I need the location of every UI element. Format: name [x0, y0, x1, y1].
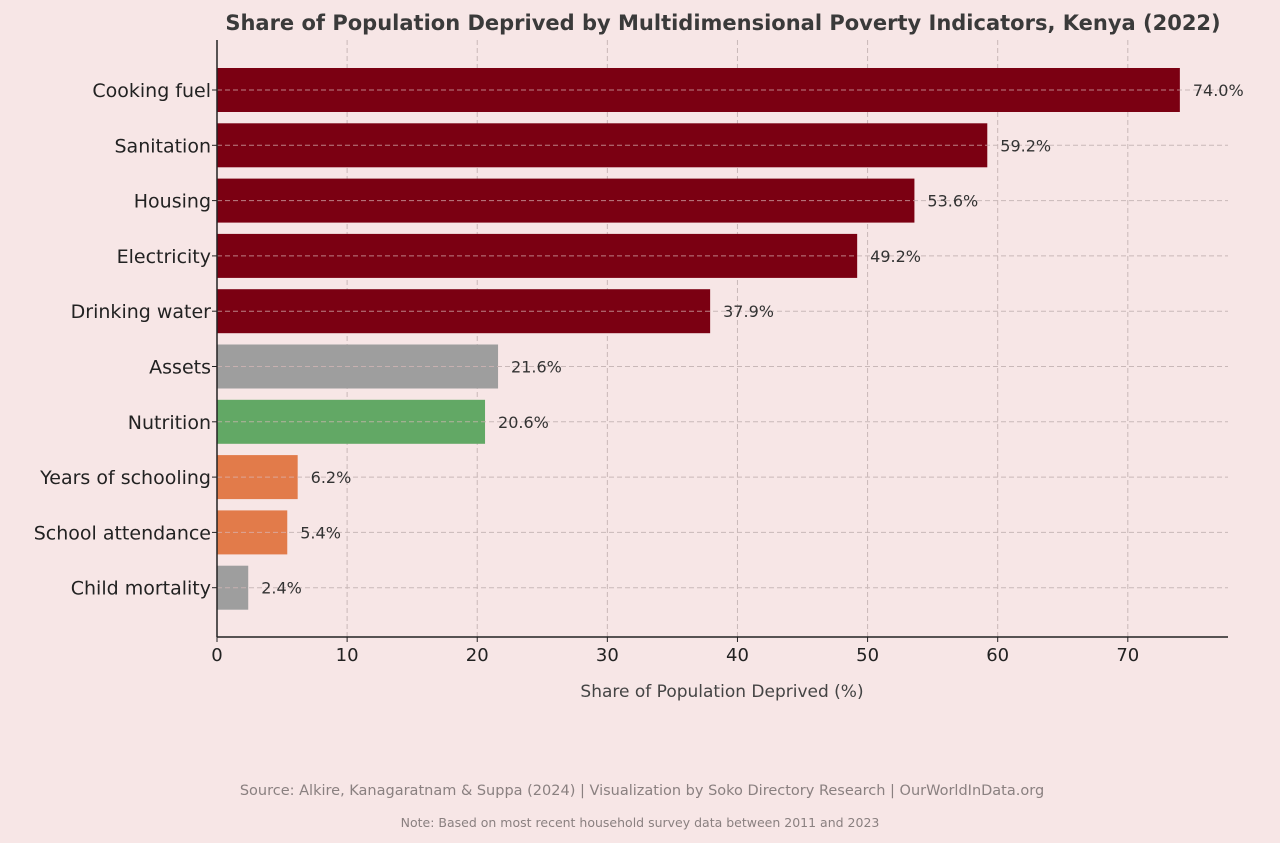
- y-tick-label: Cooking fuel: [92, 80, 211, 102]
- x-tick-label: 60: [986, 645, 1009, 666]
- y-axis-ticks: Cooking fuel Sanitation Housing Electricity…: [34, 80, 217, 600]
- x-tick-label: 0: [211, 645, 222, 666]
- y-tick-label: Child mortality: [71, 578, 211, 600]
- y-tick-label: Nutrition: [128, 412, 211, 434]
- bars: [217, 68, 1180, 610]
- y-tick-label: Drinking water: [71, 301, 212, 323]
- data-label: 74.0%: [1193, 81, 1244, 100]
- y-tick-label: Housing: [134, 191, 211, 213]
- x-axis-label: Share of Population Deprived (%): [580, 682, 863, 702]
- source-caption: Source: Alkire, Kanagaratnam & Suppa (20…: [239, 783, 1045, 799]
- data-label: 2.4%: [261, 579, 302, 598]
- x-tick-label: 50: [856, 645, 879, 666]
- data-label: 6.2%: [311, 468, 352, 487]
- y-tick-label: School attendance: [34, 522, 211, 544]
- data-label: 53.6%: [927, 192, 978, 211]
- data-label: 5.4%: [300, 523, 341, 542]
- data-label: 20.6%: [498, 413, 549, 432]
- y-tick-label: Assets: [149, 357, 211, 379]
- x-tick-label: 30: [596, 645, 619, 666]
- x-axis-ticks: 0 10 20 30 40 50 60 70: [211, 637, 1139, 666]
- note-caption: Note: Based on most recent household sur…: [400, 815, 880, 830]
- x-tick-label: 10: [336, 645, 359, 666]
- x-tick-label: 70: [1116, 645, 1139, 666]
- x-tick-label: 20: [466, 645, 489, 666]
- y-tick-label: Years of schooling: [39, 467, 211, 489]
- chart-title: Share of Population Deprived by Multidim…: [225, 11, 1220, 35]
- data-label: 49.2%: [870, 247, 921, 266]
- data-label: 37.9%: [723, 302, 774, 321]
- y-tick-label: Sanitation: [114, 135, 211, 157]
- x-tick-label: 40: [726, 645, 749, 666]
- y-tick-label: Electricity: [117, 246, 211, 268]
- data-label: 21.6%: [511, 358, 562, 377]
- data-label: 59.2%: [1000, 136, 1051, 155]
- data-labels: 74.0% 59.2% 53.6% 49.2% 37.9% 21.6% 20.6% 6.2% 5…: [261, 81, 1243, 598]
